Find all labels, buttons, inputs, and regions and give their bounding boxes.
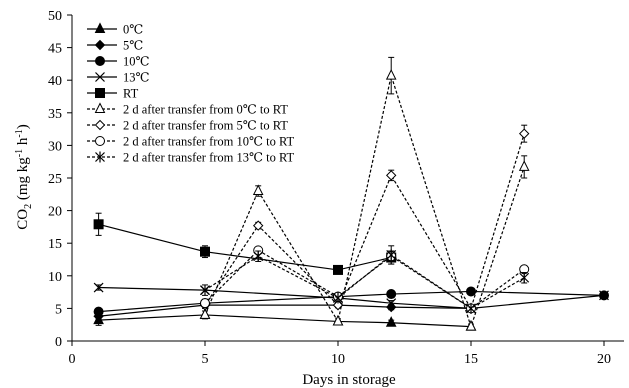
x-marker-stroke: [599, 290, 609, 301]
series-line: [98, 314, 472, 328]
y-tick-label: 35: [48, 107, 62, 122]
x-tick-label: 10: [331, 352, 345, 367]
y-tick-label: 30: [48, 139, 62, 154]
x-axis-label: Days in storage: [302, 372, 396, 388]
open-diamond-marker: [252, 220, 264, 231]
open-triangle-marker: [94, 102, 106, 113]
y-tick-label: 50: [48, 9, 62, 24]
circle-marker: [93, 306, 104, 317]
series-line: [204, 73, 525, 329]
x-marker-stroke: [386, 298, 397, 309]
x-tick-label: 5: [202, 352, 209, 367]
legend-label: 2 d after transfer from 10℃ to RT: [123, 135, 295, 149]
circle-marker: [386, 289, 397, 300]
triangle-marker: [94, 22, 106, 33]
open-diamond-marker: [518, 128, 530, 139]
open-circle-marker: [200, 298, 210, 309]
legend-entry: 2 d after transfer from 13℃ to RT: [87, 151, 295, 165]
x-marker-stroke: [93, 282, 104, 293]
x-tick-label: 15: [464, 352, 478, 367]
legend-entry: 13℃: [87, 71, 150, 85]
legend-label: 5℃: [123, 39, 143, 53]
y-tick-label: 5: [55, 302, 62, 317]
asterisk-marker: [95, 151, 105, 163]
x-marker: [93, 282, 104, 293]
asterisk-marker: [333, 292, 343, 304]
x-marker: [95, 72, 105, 82]
legend-entry: 2 d after transfer from 5℃ to RT: [87, 119, 288, 133]
legend-label: 13℃: [123, 71, 150, 85]
asterisk-marker: [386, 249, 397, 261]
open-circle-marker: [95, 136, 105, 146]
legend-label: 2 d after transfer from 13℃ to RT: [123, 151, 295, 165]
square-marker: [200, 246, 210, 257]
asterisk-marker: [200, 284, 210, 296]
x-tick-label: 0: [69, 352, 76, 367]
open-triangle-marker: [385, 69, 397, 80]
open-diamond-marker: [94, 119, 106, 131]
square-marker: [93, 219, 104, 230]
x-marker: [386, 298, 397, 309]
triangle-marker: [385, 316, 397, 327]
legend-label: RT: [123, 87, 139, 101]
legend-entry: 5℃: [87, 39, 143, 53]
y-tick-label: 25: [48, 172, 62, 187]
square-marker: [333, 264, 343, 275]
series-layer: [93, 56, 609, 331]
y-tick-label: 20: [48, 205, 62, 220]
axes: 0 5 10 15 20 25 30 35 40 45 50 0 5 10 15 20: [48, 9, 624, 367]
square-marker: [95, 88, 105, 98]
legend-label: 0℃: [123, 23, 143, 37]
series-2: [93, 286, 609, 317]
legend-label: 10℃: [123, 55, 150, 69]
legend-entry: 2 d after transfer from 0℃ to RT: [87, 102, 288, 117]
x-marker-stroke: [95, 72, 105, 82]
open-triangle-marker: [332, 314, 344, 326]
circle-marker: [466, 286, 476, 297]
open-triangle-marker: [465, 320, 477, 331]
y-tick-label: 40: [48, 74, 62, 89]
legend-entry: RT: [87, 87, 139, 101]
asterisk-marker: [519, 272, 530, 284]
circle-marker: [95, 56, 105, 66]
legend-label: 2 d after transfer from 0℃ to RT: [123, 103, 288, 117]
series-8: [200, 245, 530, 314]
y-tick-label: 0: [55, 335, 62, 350]
series-line: [204, 254, 525, 310]
open-triangle-marker: [252, 184, 264, 196]
series-5: [199, 56, 530, 331]
asterisk-marker: [466, 302, 476, 314]
open-diamond-marker: [385, 170, 397, 181]
legend-entry: 10℃: [87, 55, 150, 69]
y-tick-label: 15: [48, 237, 62, 252]
x-marker: [599, 290, 609, 301]
x-tick-label: 20: [597, 352, 611, 367]
open-triangle-marker: [199, 308, 211, 319]
legend: 0℃ 5℃ 10℃ 13℃ RT 2 d after transfer from 0℃ t…: [87, 22, 295, 165]
y-axis-label: CO2 (mg kg-1 h-1): [14, 124, 34, 229]
series-line: [98, 223, 392, 271]
open-triangle-marker: [518, 160, 530, 171]
series-0: [93, 308, 477, 331]
y-tick-label: 45: [48, 42, 62, 57]
asterisk-marker: [253, 250, 264, 262]
legend-entry: 0℃: [87, 22, 143, 37]
series-line: [98, 286, 605, 310]
open-diamond-marker: [332, 299, 344, 311]
legend-label: 2 d after transfer from 5℃ to RT: [123, 119, 288, 133]
legend-entry: 2 d after transfer from 10℃ to RT: [87, 135, 295, 149]
diamond-marker: [94, 39, 106, 51]
y-tick-label: 10: [48, 270, 62, 285]
